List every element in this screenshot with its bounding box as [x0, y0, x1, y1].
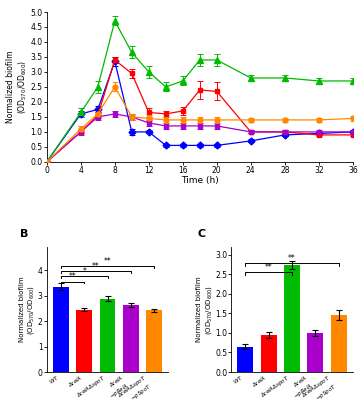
Bar — [261, 335, 277, 372]
Y-axis label: Normalized biofilm
(OD$_{570}$/OD$_{600}$): Normalized biofilm (OD$_{570}$/OD$_{600}… — [197, 277, 214, 342]
Bar — [331, 315, 347, 372]
Bar — [238, 347, 253, 372]
Text: C: C — [197, 229, 206, 239]
Text: **: ** — [104, 257, 111, 266]
Text: **: ** — [265, 263, 273, 272]
Text: **: ** — [69, 272, 76, 281]
Bar — [123, 305, 139, 372]
Bar — [146, 310, 162, 372]
Bar — [76, 310, 92, 372]
Bar — [307, 333, 323, 372]
Y-axis label: Normalized biofilm
(OD$_{570}$/OD$_{600}$): Normalized biofilm (OD$_{570}$/OD$_{600}… — [6, 51, 29, 123]
Text: *: * — [82, 267, 86, 276]
Bar — [53, 287, 69, 372]
X-axis label: Time (h): Time (h) — [181, 176, 219, 186]
Bar — [100, 299, 116, 372]
Text: **: ** — [92, 262, 100, 271]
Y-axis label: Normalized biofilm
(OD$_{570}$/OD$_{600}$): Normalized biofilm (OD$_{570}$/OD$_{600}… — [19, 277, 36, 342]
Bar — [284, 265, 300, 372]
Text: **: ** — [288, 254, 296, 263]
Text: B: B — [20, 229, 28, 239]
